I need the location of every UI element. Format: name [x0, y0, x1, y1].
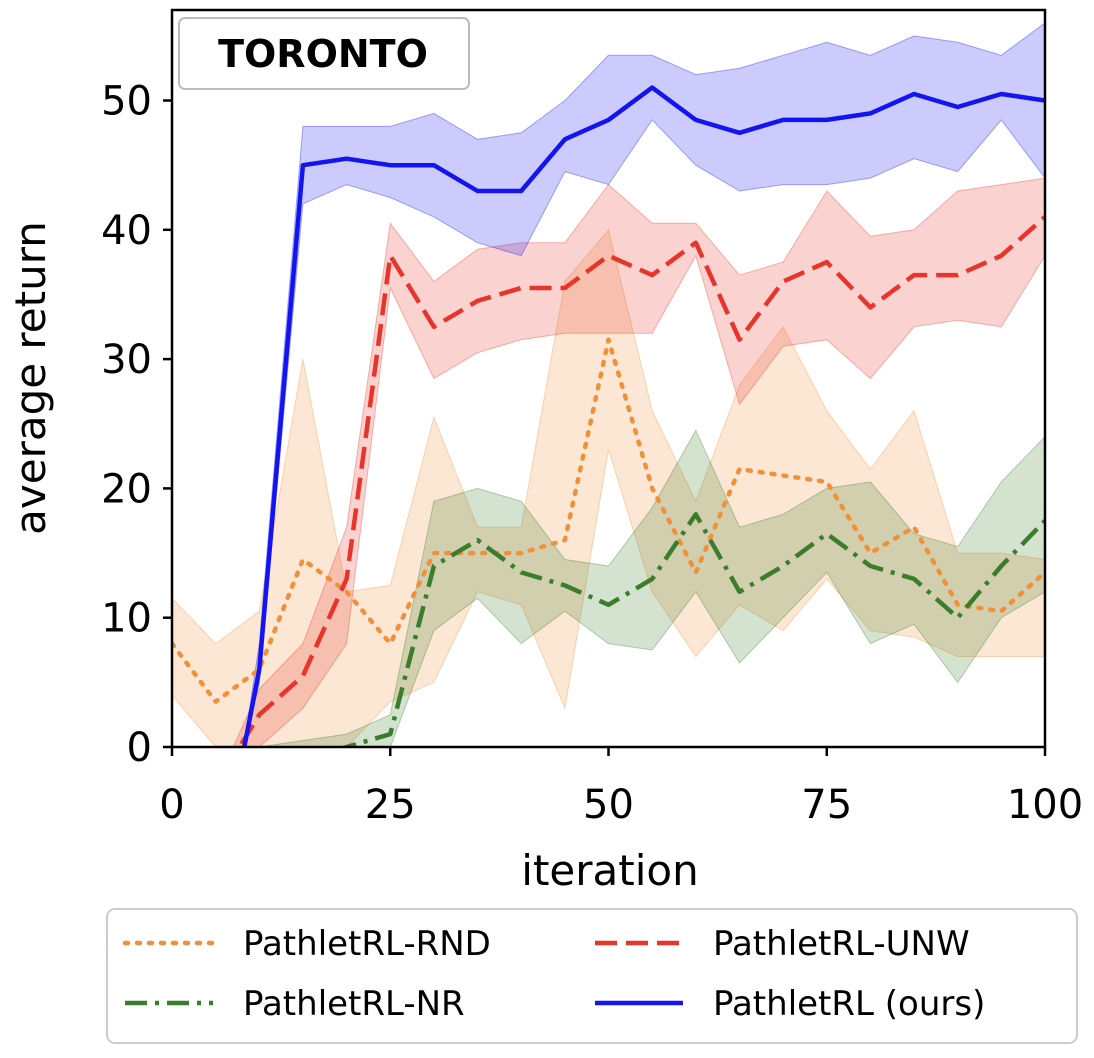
y-axis: 0 10 20 30 40 50: [101, 79, 172, 771]
series-lines: [172, 85, 1045, 747]
y-tick-label: 40: [101, 208, 152, 254]
line-pathletrl-unw: [236, 215, 1045, 747]
band-pathletrl-unw: [232, 177, 1045, 747]
x-tick-label: 50: [583, 782, 634, 828]
title-badge-box: [178, 17, 470, 90]
legend-label-pathletrl-nr: PathletRL-NR: [243, 984, 465, 1024]
y-axis-label: average return: [6, 221, 55, 535]
line-pathletrl-ours: [242, 85, 1045, 747]
line-pathletrl-nr: [338, 512, 1045, 747]
title-badge-text: TORONTO: [218, 32, 428, 76]
legend: PathletRL-RND PathletRL-NR PathletRL-UNW Pa…: [106, 908, 1078, 1044]
legend-label-pathletrl-ours: PathletRL (ours): [713, 984, 985, 1024]
legend-label-pathletrl-unw: PathletRL-UNW: [713, 924, 970, 964]
x-tick-label: 0: [159, 782, 184, 828]
x-tick-label: 100: [1007, 782, 1083, 828]
x-axis: 0 25 50 75 100: [159, 747, 1083, 828]
y-tick-label: 10: [101, 596, 152, 642]
y-tick-label: 0: [127, 725, 152, 771]
confidence-bands: [172, 22, 1045, 747]
legend-box: [106, 908, 1078, 1044]
band-pathletrl-nr: [258, 429, 1045, 747]
legend-label-pathletrl-rnd: PathletRL-RND: [243, 924, 491, 964]
y-tick-label: 50: [101, 79, 152, 125]
x-tick-label: 75: [801, 782, 852, 828]
title-badge: TORONTO: [178, 17, 470, 90]
band-pathletrl-rnd: [172, 228, 1045, 747]
y-tick-label: 20: [101, 466, 152, 512]
band-pathletrl-ours: [243, 22, 1045, 747]
x-axis-label: iteration: [521, 846, 698, 895]
y-tick-label: 30: [101, 337, 152, 383]
x-tick-label: 25: [365, 782, 416, 828]
line-pathletrl-rnd: [172, 337, 1045, 704]
